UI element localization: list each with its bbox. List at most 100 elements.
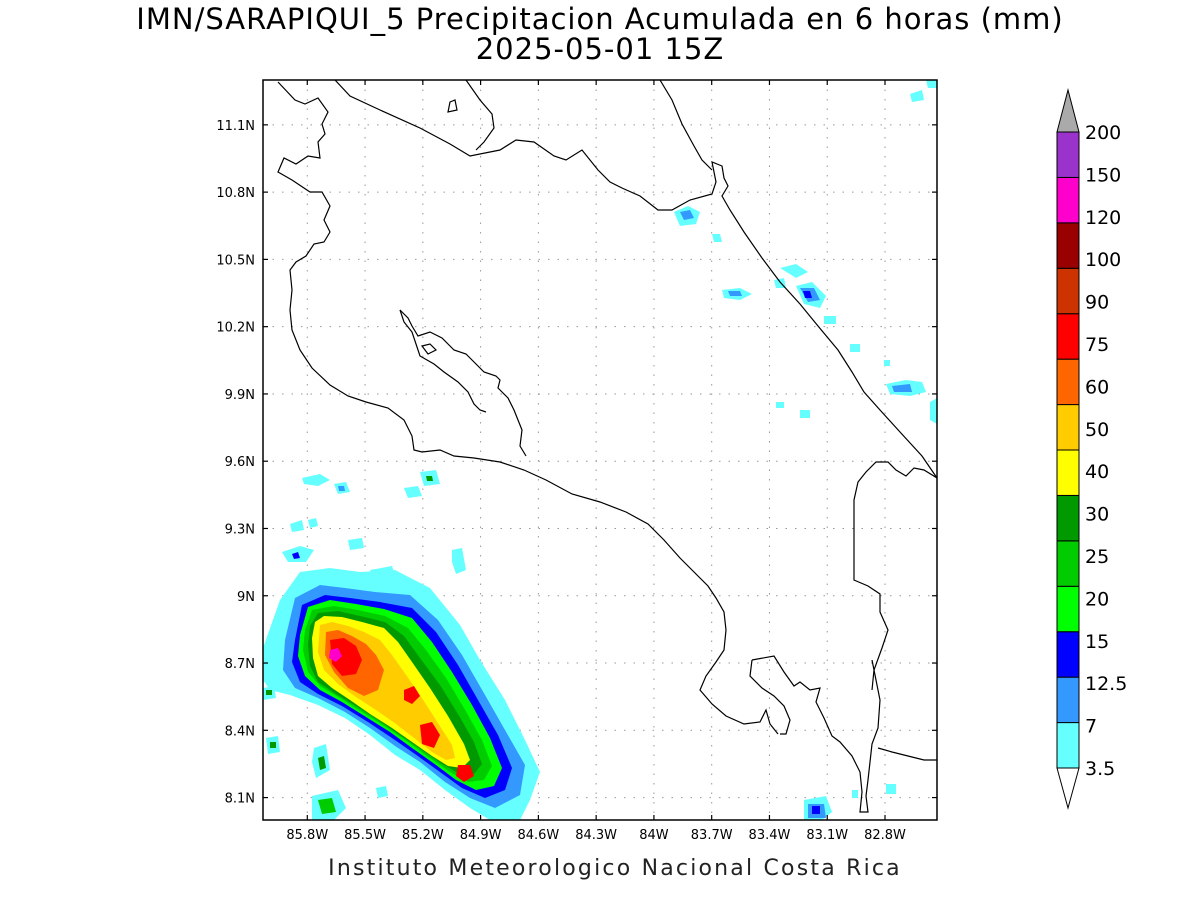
map-title: IMN/SARAPIQUI_5 Precipitacion Acumulada …	[136, 2, 1064, 36]
colorbar-label: 40	[1085, 461, 1109, 483]
precip-cell-60mm-b	[420, 722, 440, 748]
colorbar-label: 50	[1085, 419, 1109, 441]
precip-cell	[318, 756, 326, 770]
lon-tick-label: 84.6W	[517, 828, 559, 843]
lon-tick-label: 85.8W	[286, 828, 328, 843]
colorbar-arrow-low	[1056, 767, 1080, 810]
osa-peninsula-coast	[751, 655, 881, 813]
golfo-dulce-inner-coast	[749, 659, 791, 735]
precip-cell	[800, 410, 810, 418]
precip-cell	[263, 650, 272, 670]
lon-tick-label: 85.2W	[402, 828, 444, 843]
nicoya-inner-coast	[399, 309, 487, 413]
precip-cell	[728, 291, 742, 296]
precip-cell	[776, 402, 784, 408]
chira-island	[420, 343, 438, 355]
colorbar-label: 15	[1085, 631, 1109, 653]
map-frame	[262, 79, 938, 821]
colorbar-swatch	[1056, 676, 1080, 724]
colorbar-arrow-high	[1056, 88, 1080, 133]
precip-cell	[910, 90, 924, 102]
lon-tick-label: 84.3W	[575, 828, 617, 843]
lat-tick-label: 10.8N	[216, 186, 255, 201]
precip-cell	[302, 474, 330, 486]
precip-cell	[926, 80, 937, 88]
colorbar-label: 30	[1085, 504, 1109, 526]
precip-cell	[376, 786, 388, 798]
lake-nicaragua-shore	[659, 80, 713, 171]
precip-cell	[338, 486, 345, 491]
precip-cell	[812, 806, 820, 814]
colorbar-swatch	[1056, 494, 1080, 542]
lat-tick-label: 8.4N	[225, 724, 255, 739]
colorbar-label: 120	[1085, 207, 1121, 229]
lat-tick-label: 9.3N	[225, 522, 255, 537]
colorbar-label: 20	[1085, 588, 1109, 610]
precip-cell	[348, 538, 364, 550]
colorbar-swatch	[1056, 131, 1080, 178]
colorbar-swatch	[1056, 449, 1080, 496]
lat-tick-label: 8.7N	[225, 657, 255, 672]
panama-border	[853, 461, 937, 691]
longitude-axis: 85.8W 85.5W 85.2W 84.9W 84.6W 84.3W 84W 83.7W 83…	[286, 80, 906, 843]
colorbar-label: 60	[1085, 376, 1109, 398]
lon-tick-label: 83.4W	[749, 828, 791, 843]
precip-cell	[852, 790, 858, 798]
colorbar-swatch	[1056, 313, 1080, 360]
precip-cell	[780, 264, 808, 278]
latitude-axis: 11.1N 10.8N 10.5N 10.2N 9.9N 9.6N 9.3N 9N 8.7N 8.…	[216, 119, 937, 807]
credit-text: Instituto Meteorologico Nacional Costa R…	[328, 856, 902, 881]
nicaragua-costa-rica-pacific-coast	[277, 81, 779, 735]
lat-tick-label: 10.2N	[216, 321, 255, 336]
precip-cell	[892, 384, 912, 392]
precip-cell	[266, 690, 272, 695]
colorbar-label: 200	[1085, 122, 1121, 144]
nicaragua-border-north	[465, 80, 495, 151]
colorbar-swatch	[1056, 267, 1080, 315]
lat-tick-label: 11.1N	[216, 119, 255, 134]
lat-tick-label: 9.9N	[225, 388, 255, 403]
precip-cell	[290, 520, 304, 532]
lat-tick-label: 9N	[237, 590, 255, 605]
precip-cell	[712, 234, 722, 242]
lat-tick-label: 9.6N	[225, 455, 255, 470]
lake-island	[447, 99, 458, 113]
lon-tick-label: 83.1W	[806, 828, 848, 843]
precip-cell-60mm-c	[456, 765, 474, 782]
precip-cell	[803, 291, 812, 298]
colorbar-label: 75	[1085, 334, 1109, 356]
precip-cell	[308, 518, 318, 528]
lat-tick-label: 10.5N	[216, 253, 255, 268]
precip-cell	[886, 784, 896, 794]
precip-cell	[452, 548, 466, 574]
colorbar-label: 7	[1085, 716, 1097, 738]
precipitation-field	[263, 80, 937, 820]
colorbar-label: 3.5	[1085, 758, 1115, 780]
precip-cell	[292, 552, 300, 559]
colorbar-legend: 3.5 7 12.5 15 20 25 30 40 50 60 75 90 100 120 150 200	[1056, 88, 1127, 810]
precip-cell	[884, 360, 890, 366]
colorbar-label: 12.5	[1085, 673, 1127, 695]
precip-cell	[426, 476, 433, 481]
lon-tick-label: 84W	[639, 828, 669, 843]
precip-cell	[404, 486, 422, 498]
lon-tick-label: 85.5W	[344, 828, 386, 843]
lon-tick-label: 82.8W	[864, 828, 906, 843]
lon-tick-label: 84.9W	[460, 828, 502, 843]
precip-cell	[850, 344, 860, 352]
map-subtitle-date: 2025-05-01 15Z	[475, 32, 725, 66]
precip-cell-100mm	[329, 648, 342, 662]
colorbar-label: 90	[1085, 292, 1109, 314]
precip-cell	[270, 742, 276, 748]
colorbar-label: 25	[1085, 546, 1109, 568]
colorbar-swatch	[1056, 176, 1080, 224]
colorbar-swatch	[1056, 540, 1080, 587]
precip-cell-60mm	[330, 638, 362, 676]
precip-cell	[370, 566, 396, 580]
colorbar-swatch	[1056, 404, 1080, 451]
lat-tick-label: 8.1N	[225, 792, 255, 807]
precip-cell	[824, 316, 836, 324]
colorbar-label: 100	[1085, 249, 1121, 271]
gulf-of-nicoya-coast	[399, 309, 527, 457]
